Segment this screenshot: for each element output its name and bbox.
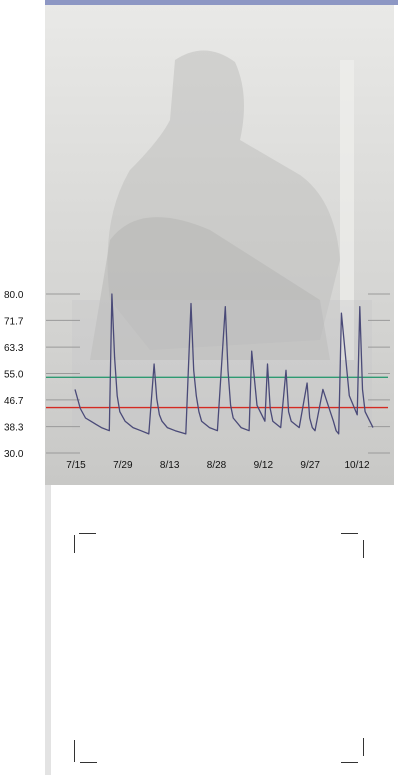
y-tick-label: 38.3 [4, 423, 24, 434]
left-margin-strip [45, 485, 51, 775]
x-tick-label: 8/13 [160, 460, 180, 471]
crop-mark-bottom-right [363, 738, 364, 756]
y-tick-label: 80.0 [4, 290, 24, 301]
crop-mark-top-right [363, 540, 364, 558]
x-tick-label: 9/12 [254, 460, 274, 471]
x-tick-label: 8/28 [207, 460, 227, 471]
crop-mark-top-left-h [79, 533, 96, 534]
series-line [74, 293, 374, 435]
line-chart: 80.0 71.7 63.3 55.0 46.7 38.3 30.0 7/15 7/29 8/1… [4, 50, 390, 471]
x-tick-label: 7/29 [113, 460, 133, 471]
x-tick-label: 9/27 [300, 460, 320, 471]
crop-mark-bottom-right-h [341, 762, 358, 763]
x-tick-label: 10/12 [344, 460, 369, 471]
y-tick-label: 63.3 [4, 343, 24, 354]
top-accent-bar [45, 0, 398, 5]
photo-figure-silhouette [72, 50, 372, 430]
crop-mark-bottom-left-h [80, 762, 97, 763]
y-tick-label: 71.7 [4, 316, 24, 327]
crop-mark-top-right-h [341, 533, 358, 534]
y-tick-label: 46.7 [4, 396, 24, 407]
y-tick-label: 55.0 [4, 370, 24, 381]
crop-mark-top-left [74, 535, 75, 553]
x-tick-label: 7/15 [66, 460, 86, 471]
y-tick-label: 30.0 [4, 449, 24, 460]
crop-mark-bottom-left [74, 740, 75, 762]
